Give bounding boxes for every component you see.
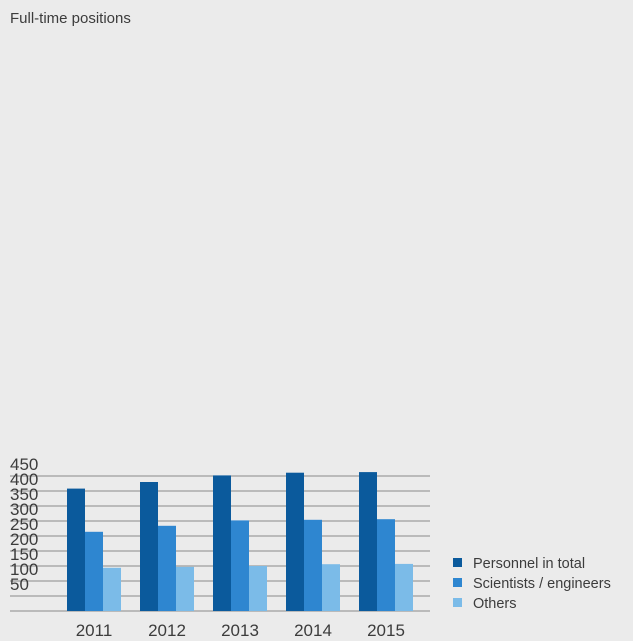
y-tick-label: 250: [10, 515, 38, 534]
legend-label: Others: [473, 596, 517, 612]
x-tick-label: 2011: [76, 621, 113, 640]
y-tick-label: 200: [10, 530, 38, 549]
bar: [249, 566, 267, 611]
y-tick-label: 150: [10, 545, 38, 564]
bar: [67, 488, 85, 611]
bar: [158, 525, 176, 611]
bar: [140, 482, 158, 611]
bar: [377, 519, 395, 611]
x-tick-label: 2013: [221, 621, 259, 640]
x-tick-label: 2015: [367, 621, 405, 640]
bar: [359, 472, 377, 611]
bar: [395, 563, 413, 611]
legend-label: Scientists / engineers: [473, 576, 611, 592]
bar: [286, 472, 304, 611]
x-axis-labels: 2011 2012 2013 2014 2015: [76, 621, 405, 640]
bar: [103, 567, 121, 611]
bar: [322, 564, 340, 611]
bar: [231, 520, 249, 611]
bar: [213, 475, 231, 611]
y-tick-label: 100: [10, 560, 38, 579]
bars: [67, 472, 413, 611]
y-tick-label: 350: [10, 485, 38, 504]
bar: [304, 519, 322, 611]
bar: [85, 531, 103, 611]
x-tick-label: 2012: [148, 621, 186, 640]
legend-swatch: [453, 558, 462, 567]
y-tick-label: 300: [10, 500, 38, 519]
legend: Personnel in total Scientists / engineers…: [453, 556, 611, 612]
legend-label: Personnel in total: [473, 556, 585, 572]
y-tick-label: 450: [10, 455, 38, 474]
x-tick-label: 2014: [294, 621, 332, 640]
bar: [176, 566, 194, 611]
y-tick-label: 400: [10, 470, 38, 489]
legend-swatch: [453, 578, 462, 587]
y-tick-label: 50: [10, 575, 29, 594]
legend-swatch: [453, 598, 462, 607]
y-axis-title: Full-time positions: [10, 10, 131, 27]
